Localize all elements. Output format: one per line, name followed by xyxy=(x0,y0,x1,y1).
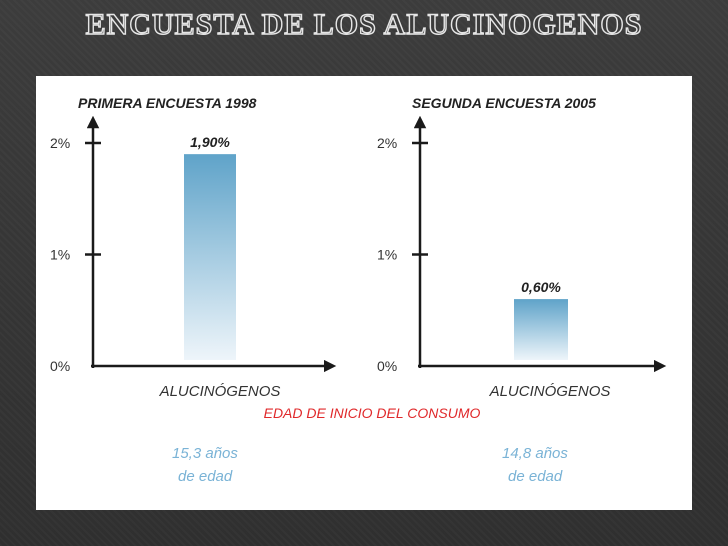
y-tick-label: 0% xyxy=(377,358,397,374)
age-line-2: de edad xyxy=(508,468,563,485)
bar-value-label: 1,90% xyxy=(190,134,230,150)
slide-title: ENCUESTA DE LOS ALUCINOGENOS xyxy=(85,7,643,41)
bar xyxy=(184,154,236,360)
bar xyxy=(514,299,568,360)
x-category-label: ALUCINÓGENOS xyxy=(159,383,281,400)
y-tick-label: 2% xyxy=(377,135,397,151)
y-tick-label: 1% xyxy=(377,247,397,263)
age-line-1: 14,8 años xyxy=(502,445,568,462)
chart-title: PRIMERA ENCUESTA 1998 xyxy=(78,95,257,111)
age-line-1: 15,3 años xyxy=(172,445,238,462)
y-tick-label: 1% xyxy=(50,247,70,263)
center-label: EDAD DE INICIO DEL CONSUMO xyxy=(264,405,481,421)
x-category-label: ALUCINÓGENOS xyxy=(489,383,611,400)
bar-value-label: 0,60% xyxy=(521,279,561,295)
chart-title: SEGUNDA ENCUESTA 2005 xyxy=(412,95,596,111)
y-tick-label: 2% xyxy=(50,135,70,151)
age-line-2: de edad xyxy=(178,468,233,485)
y-tick-label: 0% xyxy=(50,358,70,374)
chart-panel xyxy=(36,76,692,510)
